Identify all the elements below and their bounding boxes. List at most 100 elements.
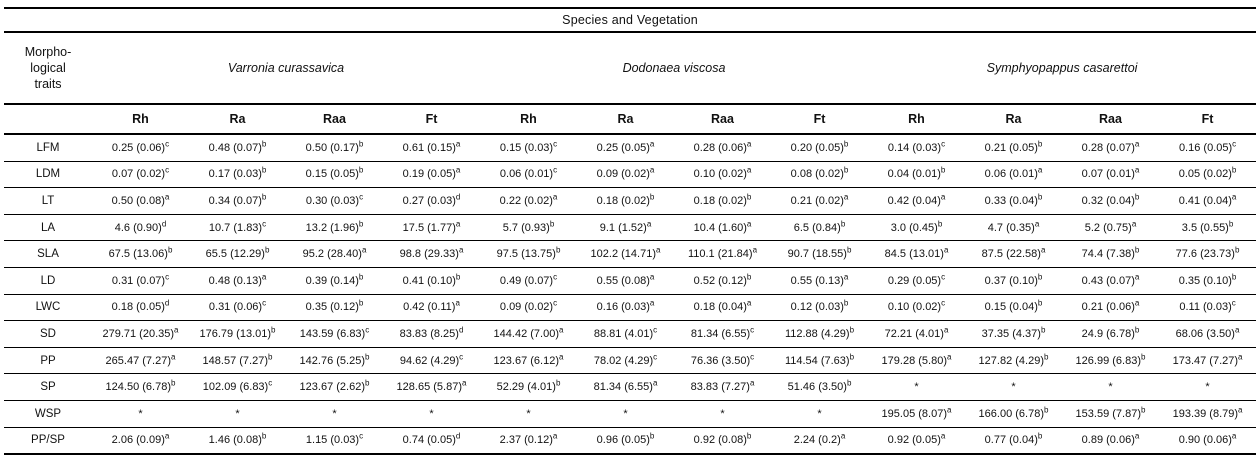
value-cell: 0.22 (0.02)a bbox=[480, 187, 577, 215]
trait-label: SD bbox=[4, 320, 92, 348]
value-cell: * bbox=[1159, 373, 1257, 401]
value-cell: 0.12 (0.03)b bbox=[771, 294, 868, 322]
significance-letter: b bbox=[261, 165, 267, 175]
significance-letter: a bbox=[1134, 431, 1140, 441]
significance-letter: b bbox=[649, 431, 655, 441]
value-cell: 153.59 (7.87)b bbox=[1062, 400, 1159, 428]
value-cell: 0.50 (0.08)a bbox=[92, 187, 189, 215]
value-cell: 0.61 (0.15)a bbox=[383, 134, 480, 162]
species-header-dodonaea-viscosa: Dodonaea viscosa bbox=[480, 32, 868, 105]
significance-letter: a bbox=[1037, 165, 1043, 175]
significance-letter: c bbox=[165, 165, 170, 175]
significance-letter: c bbox=[553, 272, 558, 282]
significance-letter: b bbox=[1134, 325, 1140, 335]
value-cell: * bbox=[383, 400, 480, 428]
value-cell: 265.47 (7.27)a bbox=[92, 347, 189, 375]
significance-letter: c bbox=[653, 325, 658, 335]
significance-letter: a bbox=[558, 325, 564, 335]
value-cell: * bbox=[286, 400, 383, 428]
value-cell: 0.30 (0.03)c bbox=[286, 187, 383, 215]
significance-letter: b bbox=[1037, 431, 1043, 441]
value-cell: 0.20 (0.05)b bbox=[771, 134, 868, 162]
significance-letter: b bbox=[840, 218, 846, 228]
value-cell: * bbox=[771, 400, 868, 428]
value-cell: 0.18 (0.02)b bbox=[674, 187, 771, 215]
significance-letter: b bbox=[1140, 405, 1146, 415]
significance-letter: a bbox=[1040, 245, 1046, 255]
value-cell: 279.71 (20.35)a bbox=[92, 320, 189, 348]
significance-letter: b bbox=[1234, 245, 1240, 255]
significance-letter: a bbox=[646, 218, 652, 228]
value-cell: 114.54 (7.63)b bbox=[771, 347, 868, 375]
significance-letter: a bbox=[943, 245, 949, 255]
trait-label: LD bbox=[4, 267, 92, 295]
significance-letter: c bbox=[553, 165, 558, 175]
value-cell: 127.82 (4.29)b bbox=[965, 347, 1062, 375]
value-cell: * bbox=[674, 400, 771, 428]
significance-letter: a bbox=[649, 298, 655, 308]
value-cell: 0.18 (0.05)d bbox=[92, 294, 189, 322]
trait-label: WSP bbox=[4, 400, 92, 428]
value-cell: 0.10 (0.02)c bbox=[868, 294, 965, 322]
significance-letter: b bbox=[940, 165, 946, 175]
value-cell: 0.27 (0.03)d bbox=[383, 187, 480, 215]
value-cell: 24.9 (6.78)b bbox=[1062, 320, 1159, 348]
value-cell: 78.02 (4.29)c bbox=[577, 347, 674, 375]
value-cell: 0.41 (0.10)b bbox=[383, 267, 480, 295]
value-cell: * bbox=[92, 400, 189, 428]
value-cell: 87.5 (22.58)a bbox=[965, 240, 1062, 268]
value-cell: * bbox=[480, 400, 577, 428]
value-cell: 0.89 (0.06)a bbox=[1062, 427, 1159, 456]
significance-letter: b bbox=[846, 378, 852, 388]
significance-letter: b bbox=[1134, 245, 1140, 255]
significance-letter: a bbox=[946, 351, 952, 361]
significance-letter: d bbox=[161, 218, 167, 228]
significance-letter: a bbox=[1134, 272, 1140, 282]
trait-label: LFM bbox=[4, 134, 92, 162]
value-cell: 193.39 (8.79)a bbox=[1159, 400, 1257, 428]
value-cell: 124.50 (6.78)b bbox=[92, 373, 189, 401]
value-cell: 0.19 (0.05)a bbox=[383, 161, 480, 189]
value-cell: 51.46 (3.50)b bbox=[771, 373, 868, 401]
significance-letter: b bbox=[746, 272, 752, 282]
value-cell: 0.06 (0.01)a bbox=[965, 161, 1062, 189]
significance-letter: a bbox=[461, 378, 467, 388]
value-cell: 0.92 (0.05)a bbox=[868, 427, 965, 456]
value-cell: 0.35 (0.10)b bbox=[1159, 267, 1257, 295]
value-cell: 0.92 (0.08)b bbox=[674, 427, 771, 456]
value-cell: 88.81 (4.01)c bbox=[577, 320, 674, 348]
significance-letter: a bbox=[1134, 298, 1140, 308]
significance-letter: b bbox=[1037, 192, 1043, 202]
value-cell: 0.04 (0.01)b bbox=[868, 161, 965, 189]
value-cell: 173.47 (7.27)a bbox=[1159, 347, 1257, 375]
value-cell: 0.31 (0.06)c bbox=[189, 294, 286, 322]
trait-label: LWC bbox=[4, 294, 92, 322]
significance-letter: b bbox=[1134, 192, 1140, 202]
significance-letter: b bbox=[843, 139, 849, 149]
significance-letter: c bbox=[750, 351, 755, 361]
value-cell: 0.29 (0.05)c bbox=[868, 267, 965, 295]
value-cell: 0.25 (0.05)a bbox=[577, 134, 674, 162]
value-cell: 0.28 (0.07)a bbox=[1062, 134, 1159, 162]
significance-letter: a bbox=[170, 351, 176, 361]
value-cell: 2.37 (0.12)a bbox=[480, 427, 577, 456]
significance-letter: a bbox=[649, 139, 655, 149]
value-cell: 3.0 (0.45)b bbox=[868, 214, 965, 242]
value-cell: 0.41 (0.04)a bbox=[1159, 187, 1257, 215]
value-cell: 81.34 (6.55)c bbox=[674, 320, 771, 348]
significance-letter: b bbox=[261, 139, 267, 149]
value-cell: * bbox=[965, 373, 1062, 401]
species-header-row: Morpho- logical traits Varronia curassav… bbox=[4, 32, 1257, 105]
significance-letter: c bbox=[553, 139, 558, 149]
veg-col-rh: Rh bbox=[868, 104, 965, 135]
significance-letter: a bbox=[1231, 431, 1237, 441]
value-cell: 0.48 (0.07)b bbox=[189, 134, 286, 162]
significance-letter: a bbox=[746, 218, 752, 228]
species-header-varronia-curassavica: Varronia curassavica bbox=[92, 32, 480, 105]
significance-letter: a bbox=[558, 351, 564, 361]
value-cell: 0.21 (0.06)a bbox=[1062, 294, 1159, 322]
significance-letter: a bbox=[940, 431, 946, 441]
value-cell: * bbox=[189, 400, 286, 428]
value-cell: 110.1 (21.84)a bbox=[674, 240, 771, 268]
significance-letter: a bbox=[1231, 192, 1237, 202]
